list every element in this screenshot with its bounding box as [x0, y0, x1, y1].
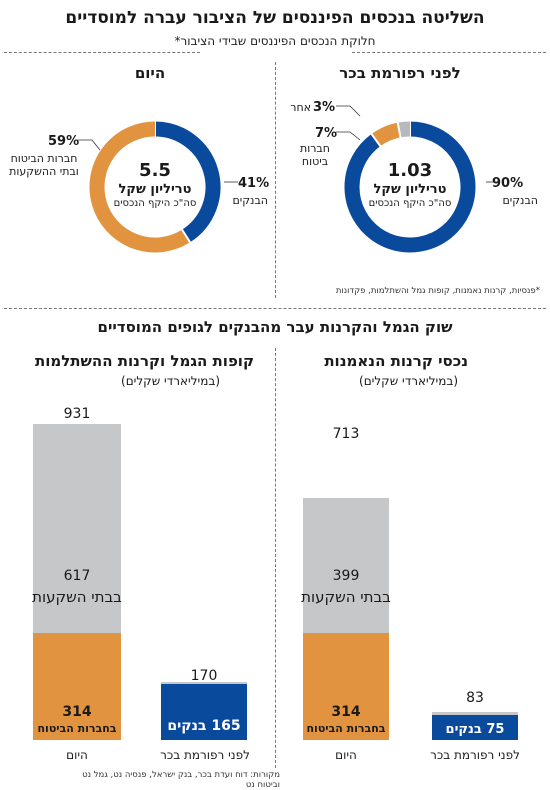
provident-before-inv-bar — [161, 682, 247, 684]
funds-x-before: לפני רפורמת בכר — [430, 748, 520, 762]
pie-before — [342, 119, 478, 255]
funds-today-ins-bar — [303, 633, 389, 740]
pie-today-separator-1 — [180, 228, 192, 244]
provident-today-inv-bar — [33, 424, 121, 634]
funds-today-ins-value: 314 — [331, 704, 361, 720]
pie-today-center-unit: טריליון שקל — [118, 182, 192, 197]
pie-today-slice-1 — [89, 121, 191, 253]
pie-before-leaders — [336, 105, 498, 183]
funds-today-inv-label: בבתי השקעות — [301, 588, 391, 606]
pie-column-divider — [275, 62, 276, 298]
pie-before-banks-pct: 90% — [492, 176, 524, 191]
funds-before-total: 83 — [466, 690, 484, 706]
funds-today-inv-value: 399 — [332, 568, 360, 584]
funds-today-inv-bar — [303, 497, 389, 634]
provident-before-banks-bar — [161, 683, 247, 740]
provident-today-inv-label: בבתי השקעות — [32, 588, 122, 606]
provident-subtitle: (במיליארדי שקלים) — [121, 374, 220, 388]
funds-before-banks-label: 75 בנקים — [445, 722, 505, 737]
pie-before-title: לפני רפורמת בכר — [339, 64, 461, 82]
pie-before-center-note: סה"כ היקף הנכסים — [368, 198, 452, 209]
pie-today-center-value: 5.5 — [139, 160, 171, 181]
pie-before-separator-1 — [370, 132, 382, 148]
pie-today-banks-label: הבנקים — [232, 194, 268, 207]
provident-today-ins-label: בחברות הביטוח — [37, 722, 117, 735]
funds-x-today: היום — [335, 748, 357, 762]
page-subtitle: חלוקת הנכסים הפיננסים שבידי הציבור* — [174, 34, 376, 48]
footnote: *פנסיות, קרנות נאמנות, קופות גמל והשתלמו… — [335, 286, 540, 296]
funds-title: נכסי קרנות הנאמנות — [324, 352, 468, 370]
sources-note: מקורות: דוח ועדת בכר, בנק ישראל, פנסיה נ… — [82, 770, 280, 790]
pie-before-slice-0 — [344, 121, 476, 253]
top-divider-right — [352, 52, 546, 53]
pie-before-other-label: אחר — [290, 101, 311, 114]
funds-subtitle: (במיליארדי שקלים) — [359, 374, 458, 388]
provident-before-banks-label: 165 בנקים — [167, 718, 241, 734]
pie-today-ins-label: חברות הביטוח ובתי ההשקעות — [9, 152, 79, 178]
pie-today-banks-pct: 41% — [238, 176, 270, 191]
pie-today-ins-pct: 59% — [48, 134, 80, 149]
provident-today-ins-value: 314 — [62, 704, 92, 720]
funds-before-inv-bar — [432, 711, 518, 715]
funds-today-total: 713 — [332, 426, 360, 442]
page-title: השליטה בנכסים הפיננסים של הציבור עברה למ… — [65, 8, 485, 28]
provident-x-before: לפני רפורמת בכר — [160, 748, 250, 762]
provident-before-total: 170 — [190, 668, 218, 684]
pie-before-banks-label: הבנקים — [502, 194, 538, 207]
pie-today-title: היום — [134, 64, 166, 82]
pie-today-slice-0 — [154, 121, 221, 243]
funds-before-banks-bar — [432, 714, 518, 740]
top-divider-left — [4, 52, 200, 53]
provident-title: קופות הגמל וקרנות ההשתלמות — [34, 352, 254, 370]
pie-before-separator-2 — [396, 121, 402, 139]
provident-x-today: היום — [66, 748, 88, 762]
pie-today-leaders — [78, 139, 238, 183]
provident-today-inv-value: 617 — [63, 568, 91, 584]
section-divider — [4, 308, 546, 309]
provident-today-ins-bar — [33, 633, 121, 740]
section2-title: שוק הגמל והקרנות עבר מהבנקים לגופים המוס… — [97, 318, 453, 336]
pie-today-center-note: סה"כ היקף הנכסים — [113, 198, 197, 209]
pie-before-ins-pct: 7% — [315, 126, 338, 141]
pie-before-other-pct: 3% — [313, 100, 336, 115]
provident-today-total: 931 — [63, 406, 91, 422]
bars-column-divider — [275, 348, 276, 768]
pie-before-center-unit: טריליון שקל — [373, 182, 447, 197]
funds-today-ins-label: בחברות הביטוח — [306, 722, 386, 735]
pie-today — [87, 119, 223, 255]
pie-before-ins-label: חברות ביטוח — [300, 142, 330, 168]
pie-before-center-value: 1.03 — [387, 160, 433, 181]
